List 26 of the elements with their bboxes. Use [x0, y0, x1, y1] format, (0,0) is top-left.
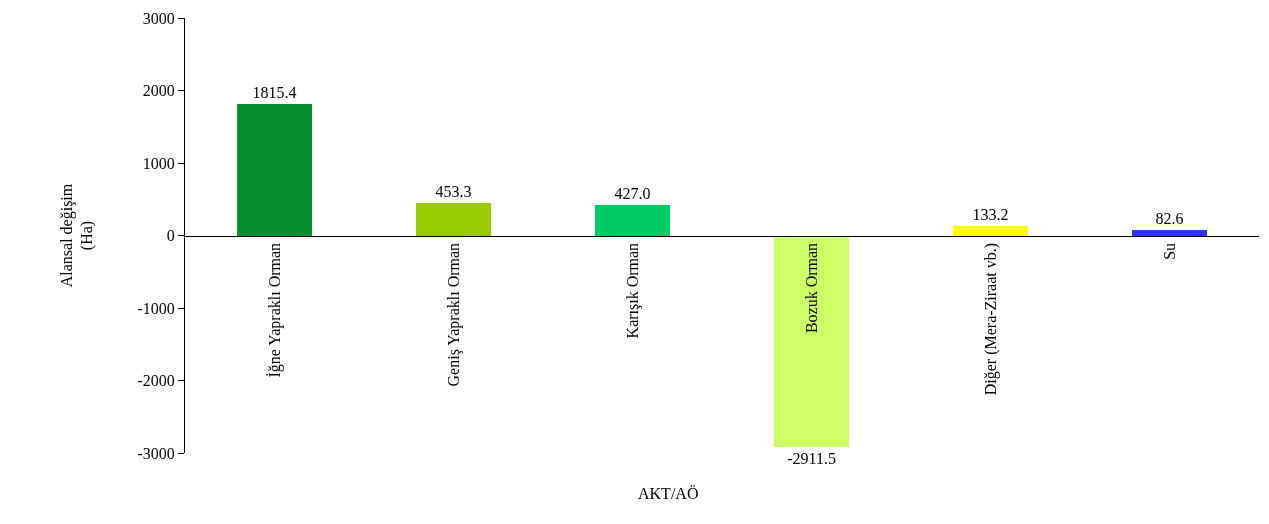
- x-tick-label: Bozuk Orman: [802, 242, 820, 334]
- x-tick-label: Su: [1160, 242, 1178, 260]
- data-label: 133.2: [972, 206, 1009, 223]
- y-tick-label: -2000: [137, 372, 175, 390]
- bar: [595, 205, 670, 236]
- bar: [953, 226, 1028, 236]
- y-tick-label: 3000: [142, 9, 175, 27]
- y-tick-label: -1000: [137, 299, 175, 317]
- x-tick-label: Geniş Yapraklı Orman: [444, 242, 463, 387]
- x-tick-label: Karışık Orman: [623, 242, 642, 339]
- x-tick-label: Diğer (Mera-Ziraat vb.): [981, 242, 1000, 396]
- x-tick-label: İğne Yapraklı Orman: [265, 242, 284, 378]
- y-tick-label: -3000: [137, 444, 175, 462]
- data-label: 427.0: [614, 185, 651, 202]
- bar: [237, 104, 312, 236]
- bar: [774, 236, 849, 447]
- data-label: 1815.4: [252, 84, 297, 101]
- y-tick-label: 2000: [142, 82, 175, 100]
- data-label: 453.3: [435, 183, 472, 200]
- y-axis-title: Alansal değişim (Ha): [57, 183, 97, 288]
- data-label: 82.6: [1155, 210, 1184, 227]
- x-axis-title: AKT/AÖ: [638, 485, 699, 502]
- data-label: -2911.5: [787, 450, 836, 467]
- bar: [416, 203, 491, 236]
- y-tick-label: 1000: [142, 154, 175, 172]
- y-tick-label: 0: [166, 227, 175, 245]
